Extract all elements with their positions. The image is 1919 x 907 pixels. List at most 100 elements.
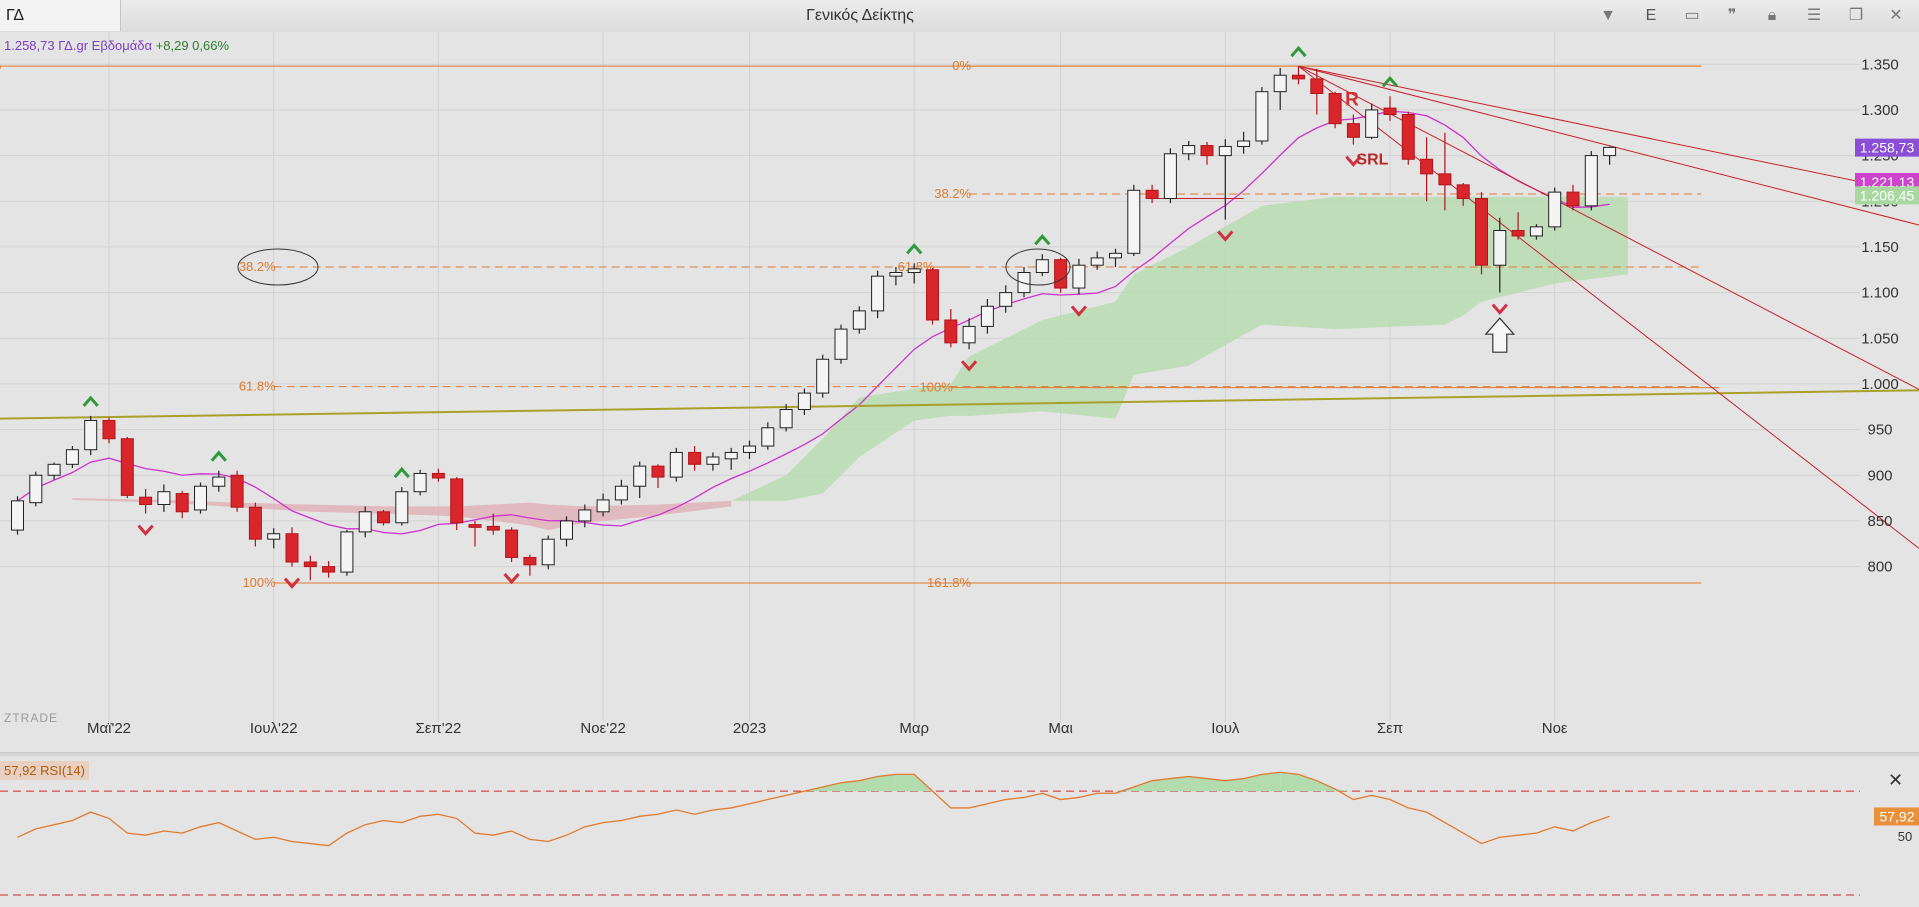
candle — [413, 469, 427, 496]
candle — [1292, 66, 1305, 85]
rsi-overbought-fill — [1188, 776, 1207, 792]
candle-body — [797, 392, 811, 411]
candle — [999, 285, 1013, 313]
candle-body — [1163, 153, 1177, 200]
y-tick-label: 1.100 — [1861, 285, 1899, 302]
candle — [1438, 132, 1452, 211]
candle-body — [1237, 140, 1251, 147]
candle — [230, 470, 244, 512]
rsi-overbought-fill — [1152, 778, 1171, 792]
candle-body — [1109, 252, 1122, 259]
rsi-value-tag — [1874, 807, 1919, 826]
candle-body — [194, 485, 207, 511]
candle-body — [395, 491, 409, 524]
candle — [633, 461, 647, 499]
rsi-chart[interactable]: 57,92 50 — [0, 756, 1919, 907]
candle-body — [303, 561, 317, 568]
price-tags: 1.258,73 1.221,131.206,45 — [1855, 138, 1919, 205]
close-icon[interactable]: ✕ — [1889, 7, 1903, 24]
chevron-down-icon — [1070, 305, 1088, 317]
candle — [395, 487, 409, 526]
chevron-down-icon — [960, 360, 978, 372]
chevron-down-icon[interactable]: ▼ — [1600, 7, 1616, 24]
candle-body — [779, 409, 793, 429]
symbol-input[interactable]: ΓΔ — [0, 0, 121, 31]
close-rsi-icon[interactable]: ✕ — [1888, 770, 1904, 790]
candle-body — [560, 520, 573, 540]
candle — [194, 482, 207, 514]
candle — [852, 306, 866, 334]
candle-body — [377, 511, 390, 524]
circle-annotation — [1005, 248, 1071, 286]
candle-body — [1273, 74, 1287, 93]
candle-body — [358, 511, 372, 533]
candle — [1054, 257, 1068, 293]
support-line — [0, 389, 1919, 420]
candle — [1017, 267, 1031, 298]
candle-body — [468, 524, 482, 528]
markers — [82, 45, 1508, 589]
candle — [377, 509, 390, 526]
candle-body — [1255, 91, 1269, 142]
candle — [596, 493, 610, 517]
candle — [1456, 183, 1470, 206]
rsi-overbought-fill — [1261, 772, 1281, 792]
candle — [907, 263, 921, 284]
chevron-up-icon — [82, 395, 99, 407]
quote-icon[interactable]: ❞ — [1727, 7, 1737, 24]
toolbar: ΓΔ Γενικός Δείκτης ▼ E ▭ ❞ 🔒︎ ☰ ❐ ✕ — [0, 0, 1919, 33]
candle — [1584, 151, 1598, 211]
candle — [505, 527, 519, 563]
e-button[interactable]: E — [1645, 7, 1657, 24]
price-chart[interactable]: 0% 0% 38.2% 38.2% 61.8% 61.8% 100% 100% 161.8% 8… — [0, 32, 1919, 752]
candle-body — [669, 451, 683, 478]
y-tick-label: 1.000 — [1861, 376, 1899, 393]
y-tick-label: 1.150 — [1861, 239, 1899, 256]
candle-body — [980, 305, 994, 327]
candle-body — [706, 456, 720, 465]
candle — [779, 404, 793, 432]
candle-body — [944, 319, 958, 344]
candle-body — [1182, 145, 1196, 155]
candle — [1127, 184, 1141, 257]
candle-body — [486, 525, 500, 531]
candle-body — [139, 496, 153, 505]
fib-label: 61.8% — [239, 379, 276, 394]
chevron-up-icon — [210, 450, 227, 462]
candle — [944, 309, 958, 348]
rsi-label: 57,92 RSI(14) — [0, 761, 89, 780]
lock-icon[interactable]: 🔒︎ — [1767, 7, 1777, 24]
candle — [303, 555, 317, 581]
candle-body — [1475, 198, 1488, 266]
candle — [816, 354, 830, 398]
candle — [340, 530, 354, 576]
circle-annotation — [237, 248, 319, 286]
panel-icon[interactable]: ▭ — [1684, 7, 1700, 24]
candle — [1273, 67, 1287, 110]
y-tick-label: 800 — [1867, 559, 1892, 576]
candle — [1237, 131, 1251, 154]
candle-body — [1090, 257, 1104, 266]
rsi-overbought-fill — [1170, 776, 1189, 792]
menu-icon[interactable]: ☰ — [1806, 7, 1822, 24]
candle — [1163, 148, 1177, 204]
candle — [248, 502, 262, 547]
y-tick-label: 950 — [1867, 422, 1892, 439]
candle — [1493, 217, 1507, 293]
candle — [1145, 184, 1159, 204]
trend-line — [1298, 65, 1919, 195]
candle-body — [816, 358, 830, 394]
candle — [1346, 114, 1360, 145]
annotations: R SRL — [237, 89, 1516, 353]
candle-body — [1292, 74, 1305, 80]
x-tick-label: Μαϊ'22 — [87, 720, 131, 737]
chevron-down-icon — [1217, 230, 1234, 242]
candle — [1401, 111, 1415, 165]
x-tick-label: Νοε'22 — [580, 720, 625, 737]
candle — [688, 446, 702, 471]
candle-body — [1328, 92, 1342, 125]
candle — [358, 506, 372, 538]
candle — [1383, 96, 1397, 121]
restore-window-icon[interactable]: ❐ — [1848, 7, 1864, 24]
rsi-overbought-fill — [1243, 774, 1262, 792]
